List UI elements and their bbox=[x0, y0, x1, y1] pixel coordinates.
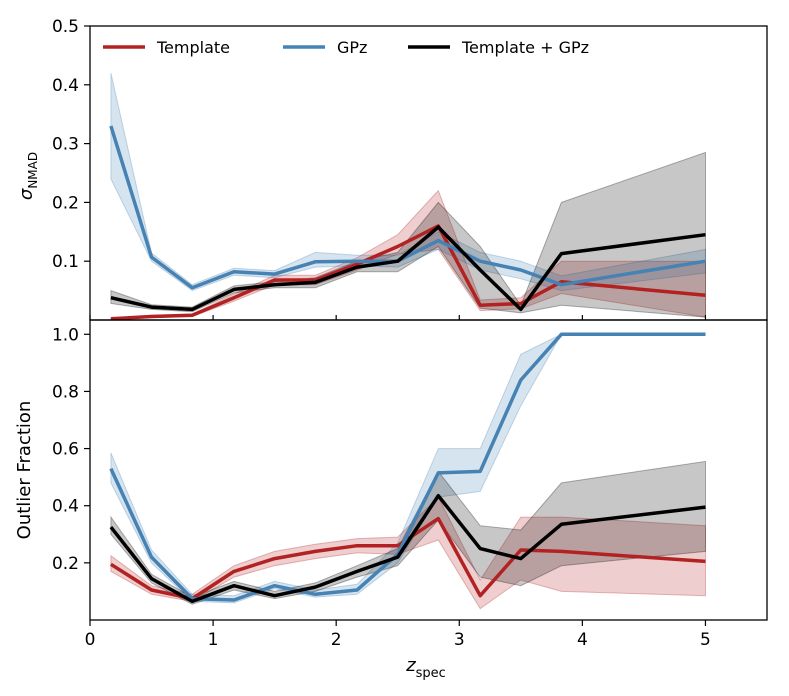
top-y-tick-label: 0.5 bbox=[52, 17, 79, 37]
x-axis-label-subscript: spec bbox=[416, 666, 446, 681]
x-tick-label: 3 bbox=[454, 630, 465, 650]
bottom-plot-area bbox=[109, 332, 706, 610]
x-tick-label: 2 bbox=[331, 630, 342, 650]
legend-label-template: Template bbox=[156, 38, 230, 57]
x-axis-label: zspec bbox=[405, 655, 446, 681]
legend-label-gpz: GPz bbox=[337, 38, 367, 57]
top-y-axis-label-symbol: σ bbox=[16, 188, 37, 200]
top-panel: 0.1 0.2 0.3 0.4 0.5 bbox=[52, 17, 768, 321]
x-tick-label: 1 bbox=[208, 630, 219, 650]
bottom-y-tick-label: 0.6 bbox=[52, 440, 79, 460]
top-y-tick-label: 0.2 bbox=[52, 193, 79, 213]
top-y-tick-label: 0.4 bbox=[52, 76, 79, 96]
bottom-y-tick-label: 0.4 bbox=[52, 497, 79, 517]
legend-label-template-gpz: Template + GPz bbox=[461, 38, 589, 57]
bottom-line-gpz bbox=[109, 332, 706, 602]
x-tick-label: 0 bbox=[85, 630, 96, 650]
top-line-gpz bbox=[109, 125, 706, 290]
bottom-y-axis-label: Outlier Fraction bbox=[14, 401, 35, 540]
top-y-axis-label-subscript: NMAD bbox=[26, 152, 40, 189]
bottom-y-tick-label: 0.2 bbox=[52, 554, 79, 574]
top-plot-area bbox=[109, 72, 706, 320]
bottom-panel: 0.2 0.4 0.6 0.8 1.0 0 1 2 3 4 5 bbox=[52, 319, 768, 650]
bottom-band-template bbox=[110, 496, 706, 610]
x-tick-label: 5 bbox=[700, 630, 711, 650]
bottom-y-tick-label: 0.8 bbox=[52, 382, 79, 402]
top-line-template-gpz bbox=[110, 225, 706, 312]
top-band-gpz bbox=[110, 72, 706, 292]
legend: Template GPz Template + GPz bbox=[103, 38, 589, 57]
bottom-axes-frame bbox=[89, 319, 768, 621]
top-line-template bbox=[110, 224, 706, 320]
top-y-tick-label: 0.3 bbox=[52, 135, 79, 155]
x-axis-label-symbol: z bbox=[405, 655, 416, 676]
top-y-tick-label: 0.1 bbox=[52, 252, 79, 272]
x-tick-label: 4 bbox=[577, 630, 588, 650]
bottom-y-tick-label: 1.0 bbox=[52, 325, 79, 345]
bottom-line-template-gpz bbox=[109, 493, 706, 604]
top-y-axis-label: σNMAD bbox=[16, 152, 40, 200]
